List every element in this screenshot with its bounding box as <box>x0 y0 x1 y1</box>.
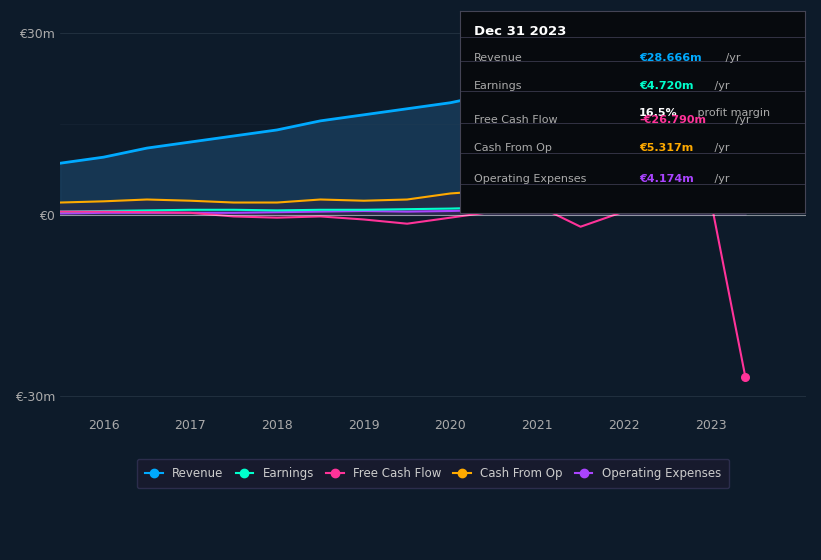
Text: €4.720m: €4.720m <box>639 81 694 91</box>
Text: €5.317m: €5.317m <box>639 143 693 153</box>
Point <box>739 181 752 190</box>
Text: /yr: /yr <box>722 53 741 63</box>
Text: €28.666m: €28.666m <box>639 53 702 63</box>
Point <box>739 185 752 194</box>
Legend: Revenue, Earnings, Free Cash Flow, Cash From Op, Operating Expenses: Revenue, Earnings, Free Cash Flow, Cash … <box>137 459 729 488</box>
Point <box>739 178 752 187</box>
Text: Revenue: Revenue <box>474 53 522 63</box>
Text: profit margin: profit margin <box>695 108 770 118</box>
Text: /yr: /yr <box>712 81 730 91</box>
Text: Cash From Op: Cash From Op <box>474 143 552 153</box>
Text: Free Cash Flow: Free Cash Flow <box>474 115 557 125</box>
Text: Operating Expenses: Operating Expenses <box>474 174 586 184</box>
Point <box>739 372 752 381</box>
Text: 16.5%: 16.5% <box>639 108 677 118</box>
Text: Dec 31 2023: Dec 31 2023 <box>474 25 566 38</box>
Text: /yr: /yr <box>712 174 730 184</box>
Text: Earnings: Earnings <box>474 81 522 91</box>
Point <box>739 37 752 46</box>
Text: -€26.790m: -€26.790m <box>639 115 706 125</box>
Text: €4.174m: €4.174m <box>639 174 694 184</box>
Text: /yr: /yr <box>712 143 730 153</box>
Text: /yr: /yr <box>732 115 750 125</box>
